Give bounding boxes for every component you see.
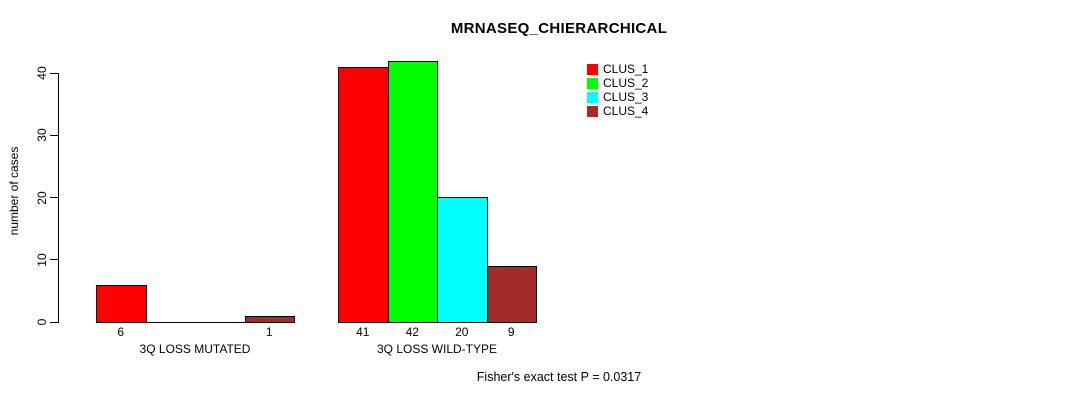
bar-value-label: 9 (507, 325, 515, 339)
y-axis-tick-label: 30 (35, 128, 49, 142)
legend-item: CLUS_2 (587, 76, 648, 90)
bar-clus_1 (96, 285, 147, 323)
chart-title: MRNASEQ_CHIERARCHICAL (450, 20, 668, 37)
x-axis-group-label: 3Q LOSS WILD-TYPE (376, 342, 498, 356)
bar-clus_1 (338, 67, 389, 323)
y-axis-tick (50, 134, 58, 136)
legend-item-label: CLUS_1 (603, 62, 649, 76)
x-axis-group-label: 3Q LOSS MUTATED (139, 342, 251, 356)
y-axis-tick-label: 20 (35, 190, 49, 205)
y-axis-tick (50, 72, 58, 74)
legend-item: CLUS_1 (587, 62, 648, 76)
footnote: Fisher's exact test P = 0.0317 (476, 370, 642, 384)
bar-value-label: 1 (265, 325, 273, 339)
bar-value-label: 6 (117, 325, 125, 339)
bar-clus_4 (486, 266, 537, 323)
y-axis-tick-label: 0 (35, 318, 49, 326)
legend-swatch (587, 63, 598, 75)
bar-value-label: 20 (455, 325, 469, 339)
legend-item: CLUS_4 (587, 104, 648, 118)
y-axis-tick (50, 259, 58, 261)
legend-swatch (587, 77, 598, 89)
bar-clus_2 (387, 61, 438, 323)
y-axis-tick-label: 10 (35, 253, 49, 267)
legend-item-label: CLUS_4 (603, 104, 649, 118)
y-axis-line (58, 73, 59, 323)
bar-value-label: 41 (356, 325, 370, 339)
y-axis-tick (50, 197, 58, 198)
legend: CLUS_1 CLUS_2 CLUS_3 CLUS_4 (587, 62, 648, 118)
legend-swatch (587, 91, 598, 103)
zero-height-bar (145, 322, 196, 323)
y-axis-tick (50, 321, 58, 323)
legend-item-label: CLUS_3 (603, 90, 649, 104)
bar-clus_3 (437, 197, 488, 323)
legend-item: CLUS_3 (587, 90, 648, 104)
legend-swatch (587, 105, 598, 117)
bar-clus_4 (244, 316, 295, 323)
zero-height-bar (195, 322, 246, 323)
bar-value-label: 42 (405, 325, 419, 339)
y-axis-tick-label: 40 (35, 66, 49, 80)
legend-item-label: CLUS_2 (603, 76, 649, 90)
